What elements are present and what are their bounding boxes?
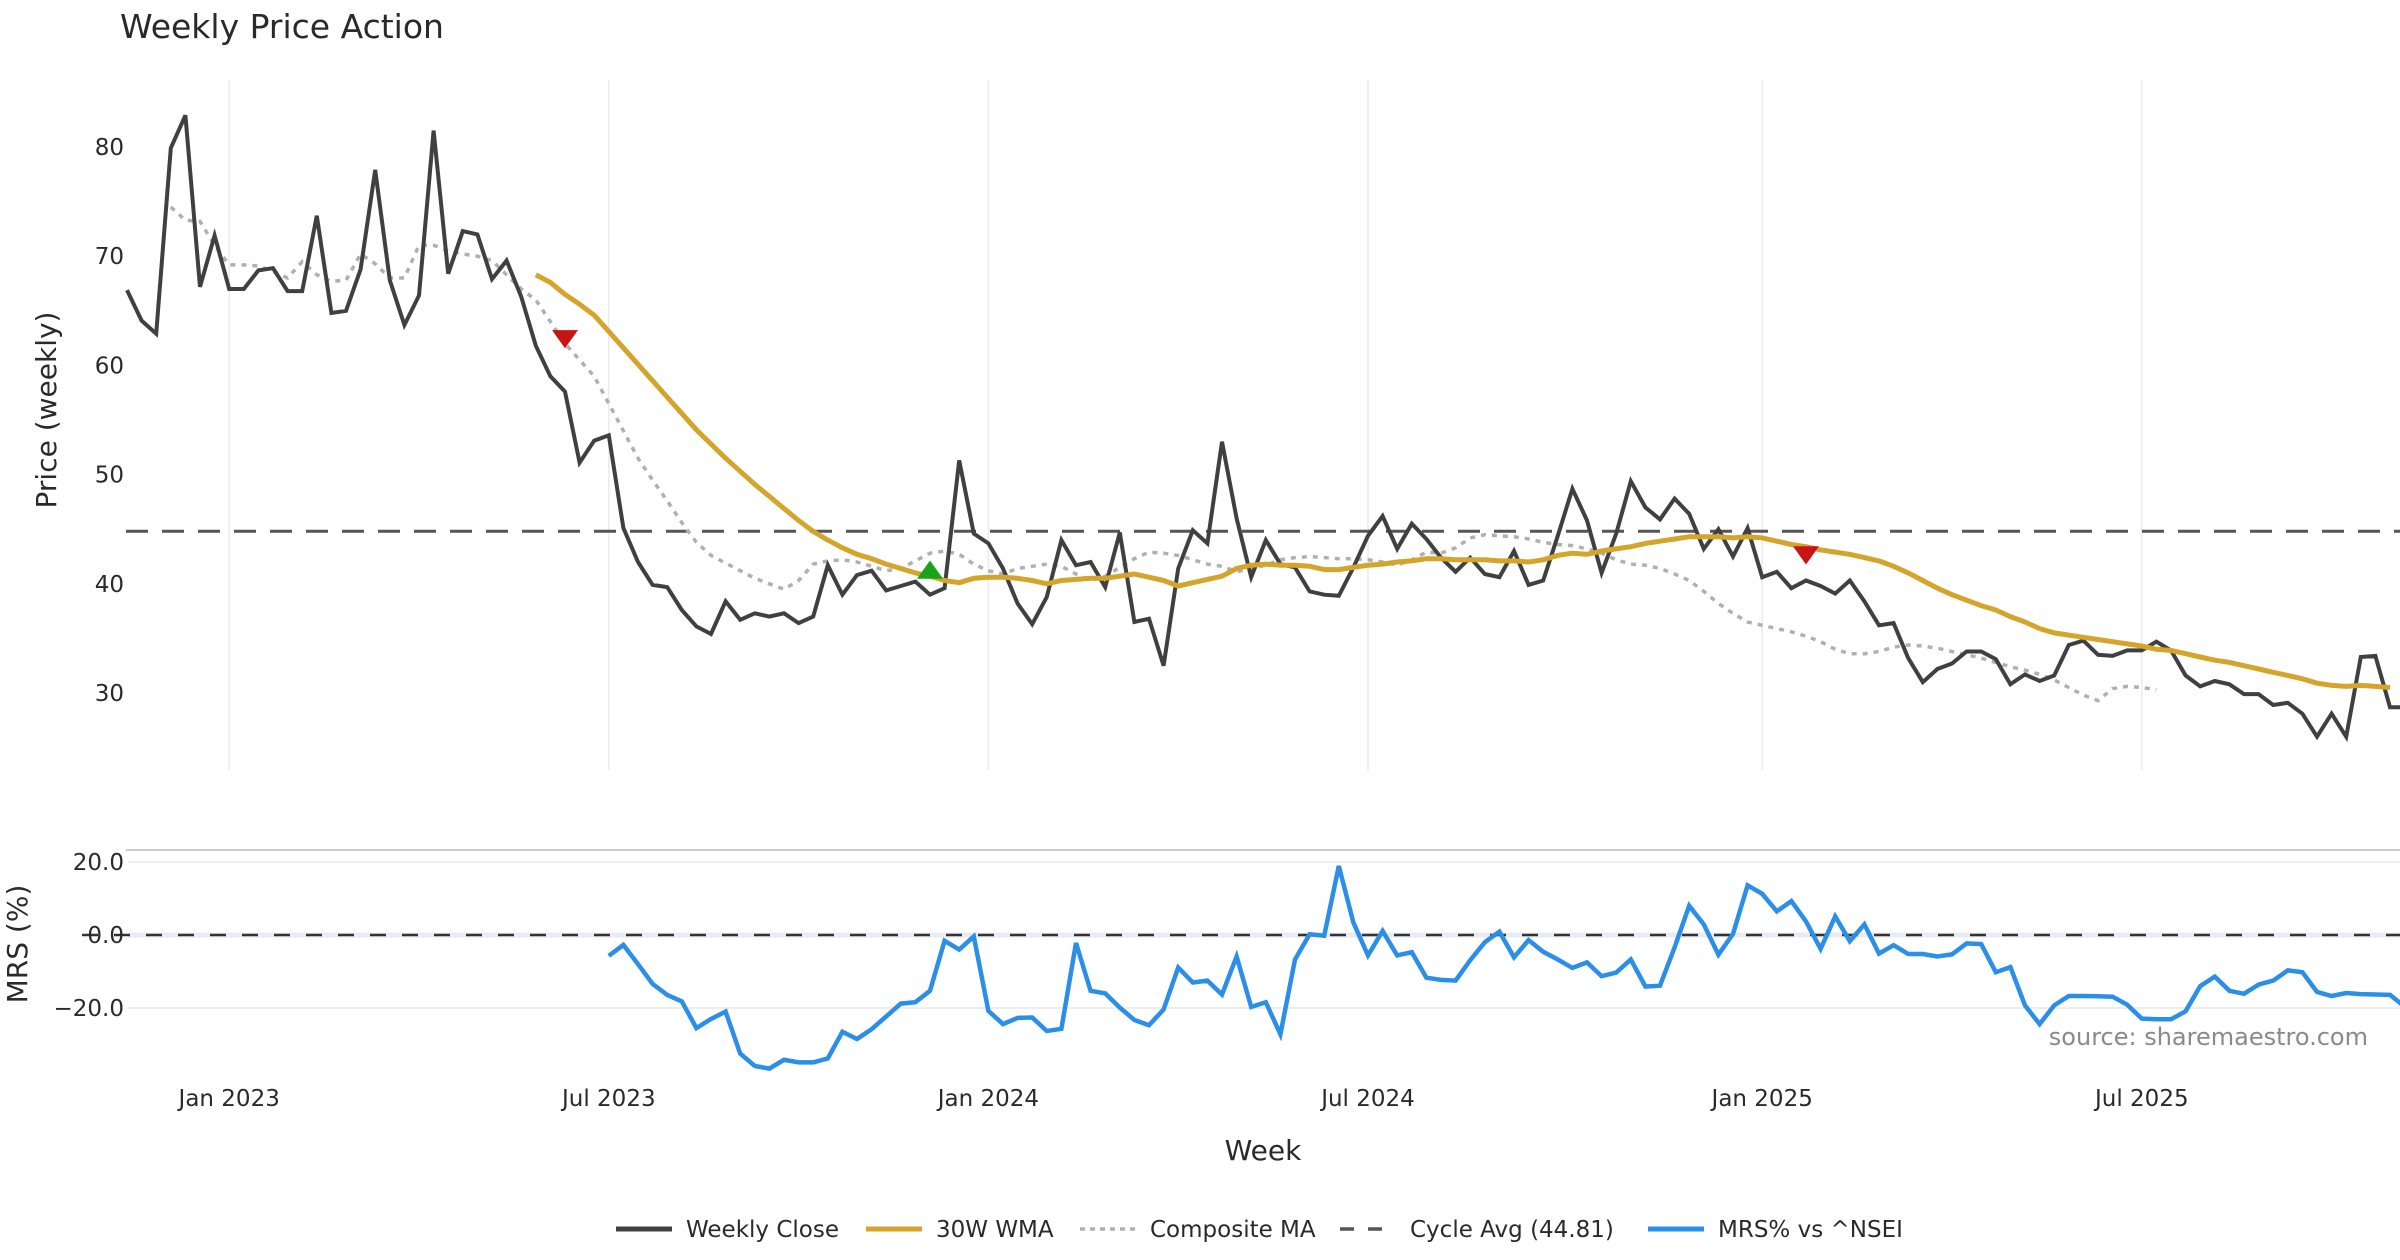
- mrs-y-ticks: 20.0 0.0 −20.0: [54, 850, 124, 1022]
- x-tick-label: Jan 2023: [177, 1086, 280, 1112]
- mrs-y-tick-label: −20.0: [54, 996, 124, 1022]
- x-tick-label: Jan 2024: [936, 1086, 1039, 1112]
- mrs-series: [607, 865, 2400, 1071]
- legend: Weekly Close 30W WMA Composite MA Cycle Avg…: [616, 1217, 1903, 1243]
- mrs-y-axis-label: MRS (%): [1, 885, 34, 1004]
- mrs-panel-frame: [82, 849, 2400, 1009]
- legend-label: MRS% vs ^NSEI: [1718, 1217, 1903, 1243]
- mrs-y-tick-label: 0.0: [87, 923, 124, 949]
- price-y-ticks: 30 40 50 60 70 80: [95, 135, 124, 707]
- signal-markers: [552, 330, 1819, 579]
- wma-30w-line: [534, 272, 2391, 690]
- chart-title: Weekly Price Action: [120, 7, 444, 46]
- x-tick-label: Jul 2025: [2093, 1086, 2189, 1112]
- legend-label: 30W WMA: [936, 1217, 1054, 1243]
- x-axis-ticks: Jan 2023 Jul 2023 Jan 2024 Jul 2024 Jan 2025…: [177, 1086, 2189, 1112]
- legend-item: Weekly Close: [616, 1217, 839, 1243]
- price-gridlines: [228, 80, 2143, 770]
- mrs-y-tick-label: 20.0: [73, 850, 124, 876]
- x-tick-label: Jan 2025: [1710, 1086, 1813, 1112]
- sell-signal-marker: [1793, 546, 1819, 565]
- source-annotation: source: sharemaestro.com: [2049, 1023, 2368, 1051]
- mrs-line: [607, 865, 2400, 1071]
- buy-signal-marker: [917, 560, 943, 579]
- weekly-close-line: [125, 114, 2400, 743]
- legend-item: Composite MA: [1080, 1217, 1316, 1243]
- price-y-tick-label: 60: [95, 353, 124, 379]
- price-y-axis-label: Price (weekly): [30, 312, 63, 509]
- legend-item: MRS% vs ^NSEI: [1648, 1217, 1903, 1243]
- legend-item: Cycle Avg (44.81): [1340, 1217, 1614, 1243]
- legend-label: Composite MA: [1150, 1217, 1316, 1243]
- sell-signal-marker: [552, 330, 578, 349]
- price-y-tick-label: 70: [95, 244, 124, 270]
- legend-label: Weekly Close: [686, 1217, 839, 1243]
- composite-ma-line: [169, 205, 2157, 703]
- x-axis-label: Week: [1225, 1134, 1302, 1167]
- price-y-tick-label: 80: [95, 135, 124, 161]
- legend-label: Cycle Avg (44.81): [1410, 1217, 1614, 1243]
- x-tick-label: Jul 2024: [1319, 1086, 1415, 1112]
- price-y-tick-label: 30: [95, 681, 124, 707]
- price-series: [125, 114, 2400, 743]
- price-y-tick-label: 50: [95, 463, 124, 489]
- x-tick-label: Jul 2023: [560, 1086, 656, 1112]
- price-y-tick-label: 40: [95, 572, 124, 598]
- legend-item: 30W WMA: [866, 1217, 1054, 1243]
